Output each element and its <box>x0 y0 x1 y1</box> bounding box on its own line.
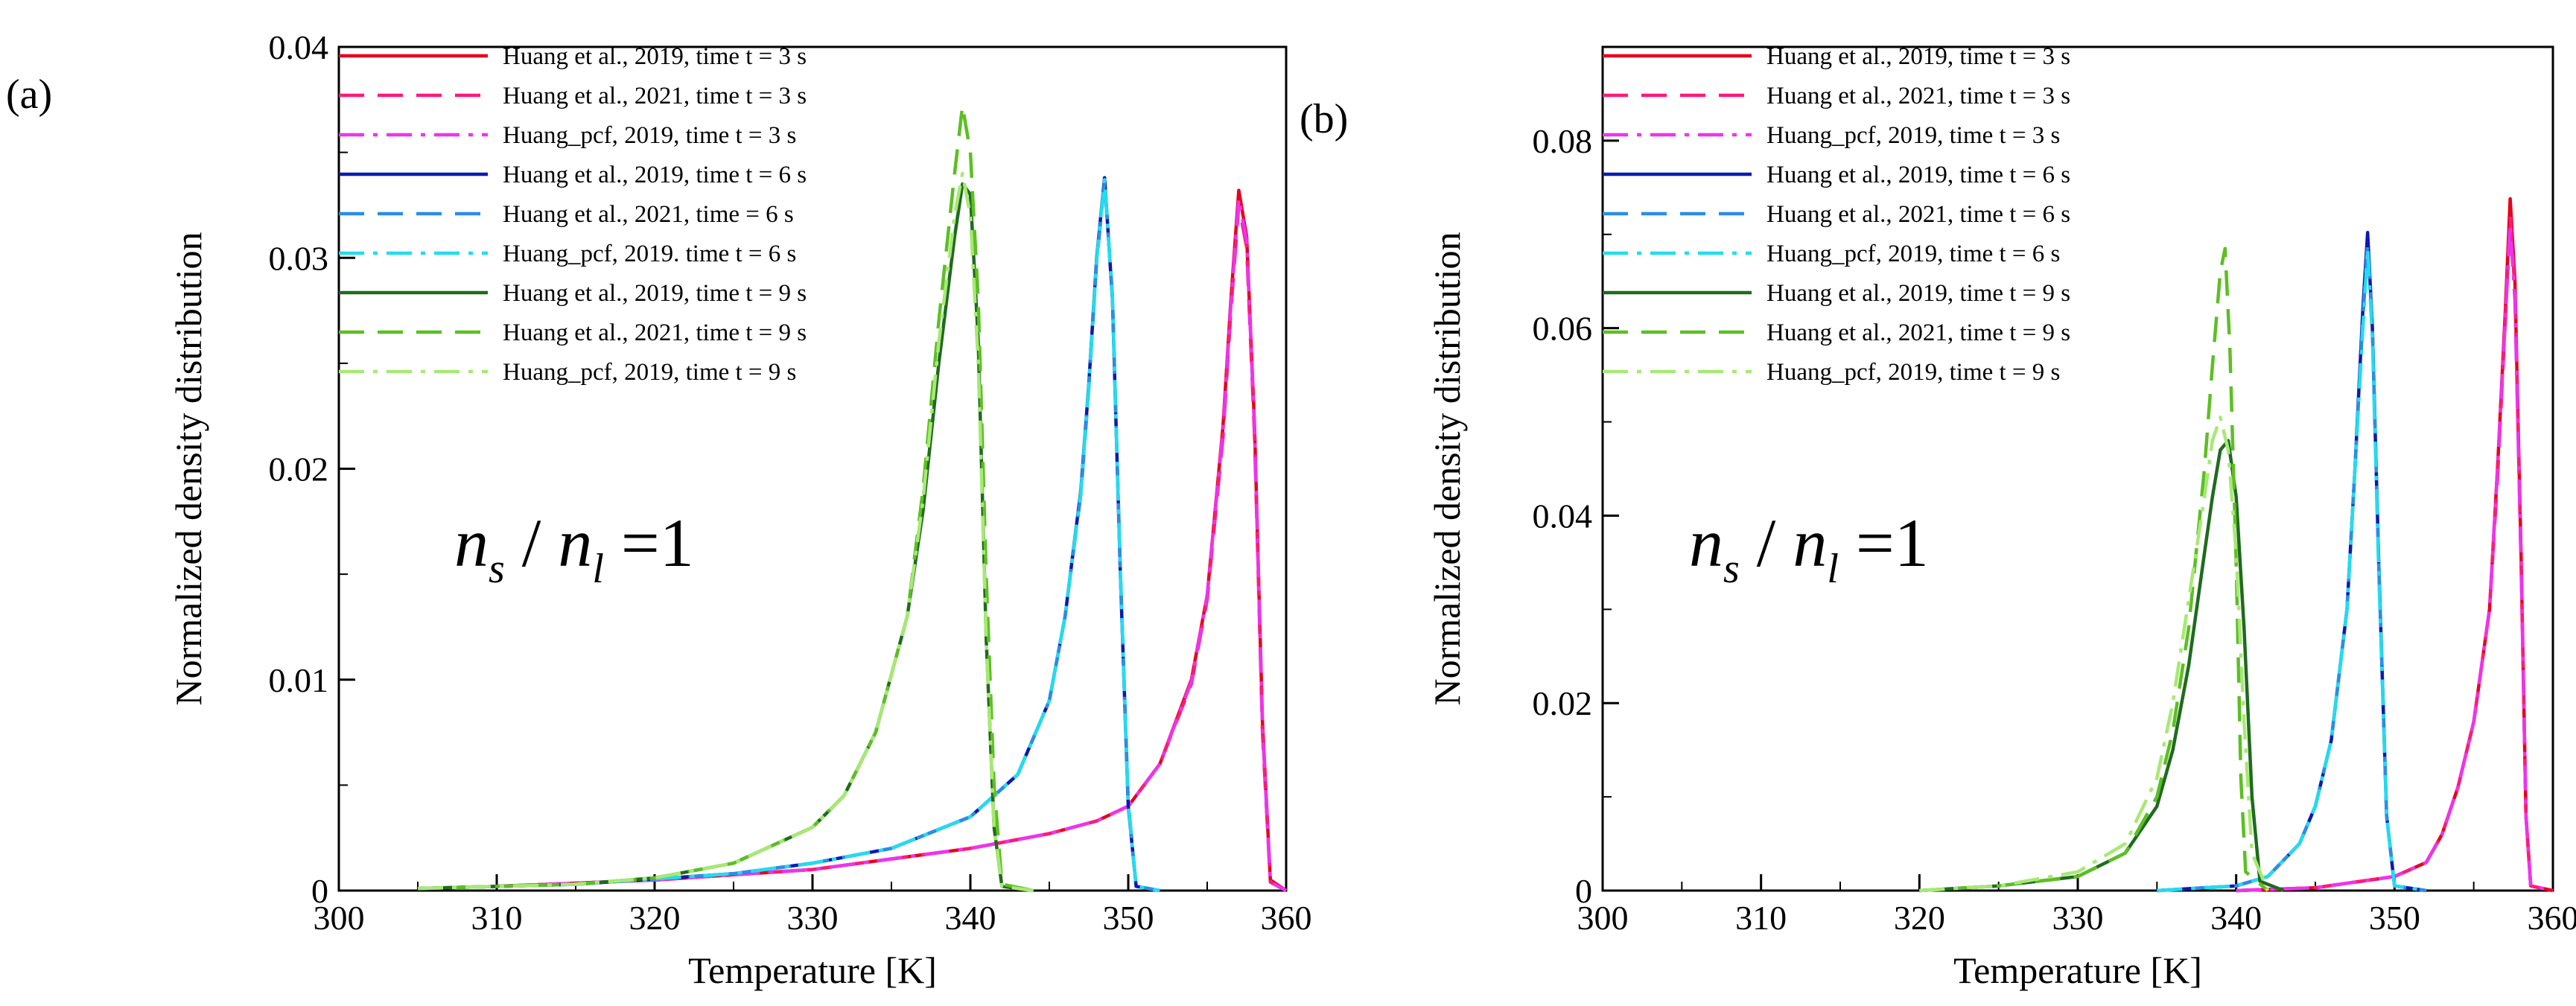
x-tick-label: 340 <box>945 899 996 937</box>
ratio-annotation: ns / nl =1 <box>1689 505 1929 592</box>
y-axis-title: Normalized density distribution <box>1426 232 1468 705</box>
legend-entry: Huang_pcf, 2019, time t = 6 s <box>1766 241 2060 267</box>
y-tick-label: 0.03 <box>269 239 329 277</box>
legend-entry: Huang_pcf, 2019, time t = 9 s <box>503 359 796 386</box>
x-tick-label: 350 <box>2369 899 2420 937</box>
legend-entry: Huang et al., 2019, time t = 9 s <box>1766 280 2070 307</box>
y-tick-label: 0.01 <box>269 661 329 699</box>
legend-entry: Huang et al., 2019, time t = 3 s <box>503 43 807 70</box>
x-axis-title: Temperature [K] <box>688 949 937 991</box>
y-tick-label: 0 <box>311 872 328 910</box>
y-tick-label: 0.08 <box>1533 122 1593 160</box>
x-tick-label: 340 <box>2210 899 2262 937</box>
series-line-7 <box>1919 441 2283 891</box>
y-axis-title: Normalized density distribution <box>168 232 209 705</box>
legend-entry: Huang_pcf, 2019, time t = 3 s <box>1766 122 2060 149</box>
x-tick-label: 360 <box>1261 899 1312 937</box>
x-tick-label: 310 <box>1735 899 1787 937</box>
y-tick-label: 0.04 <box>1533 497 1593 535</box>
y-tick-label: 0.04 <box>269 28 329 66</box>
x-axis-title: Temperature [K] <box>1953 949 2202 991</box>
ratio-annotation: ns / nl =1 <box>454 505 694 592</box>
legend-entry: Huang et al., 2021, time t = 3 s <box>503 83 807 109</box>
legend-entry: Huang et al., 2021, time t = 9 s <box>1766 319 2070 346</box>
legend-entry: Huang_pcf, 2019. time t = 6 s <box>503 241 796 267</box>
x-tick-label: 350 <box>1103 899 1154 937</box>
legend-entry: Huang et al., 2019, time t = 3 s <box>1766 43 2070 70</box>
y-tick-label: 0 <box>1575 872 1592 910</box>
legend-entry: Huang et al., 2019, time t = 6 s <box>503 162 807 188</box>
legend-entry: Huang et al., 2021, time t = 3 s <box>1766 83 2070 109</box>
legend: Huang et al., 2019, time t = 3 s Huang et… <box>1603 43 2070 386</box>
x-tick-label: 320 <box>1894 899 1945 937</box>
legend-entry: Huang et al., 2021, time = 6 s <box>503 201 794 228</box>
y-tick-label: 0.02 <box>269 451 329 488</box>
panel-label: (a) <box>6 71 52 118</box>
legend-entry: Huang_pcf, 2019, time t = 3 s <box>503 122 796 149</box>
legend: Huang et al., 2019, time t = 3 s Huang et… <box>339 43 807 386</box>
series-line-6 <box>2157 249 2426 891</box>
x-tick-label: 320 <box>629 899 681 937</box>
legend-entry: Huang et al., 2019, time t = 6 s <box>1766 162 2070 188</box>
y-tick-label: 0.02 <box>1533 684 1593 722</box>
x-tick-label: 360 <box>2528 899 2576 937</box>
legend-entry: Huang et al., 2021, time t = 9 s <box>503 319 807 346</box>
legend-entry: Huang et al., 2019, time t = 9 s <box>503 280 807 307</box>
legend-entry: Huang et al., 2021, time t = 6 s <box>1766 201 2070 228</box>
panel-label: (b) <box>1300 96 1348 142</box>
legend-entry: Huang_pcf, 2019, time t = 9 s <box>1766 359 2060 386</box>
y-tick-label: 0.06 <box>1533 310 1593 348</box>
x-tick-label: 310 <box>471 899 523 937</box>
x-tick-label: 330 <box>2052 899 2104 937</box>
x-tick-label: 330 <box>787 899 839 937</box>
